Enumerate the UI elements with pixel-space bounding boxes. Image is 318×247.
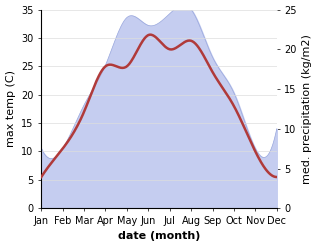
Y-axis label: med. precipitation (kg/m2): med. precipitation (kg/m2) [302, 34, 313, 184]
X-axis label: date (month): date (month) [118, 231, 200, 242]
Y-axis label: max temp (C): max temp (C) [5, 70, 16, 147]
